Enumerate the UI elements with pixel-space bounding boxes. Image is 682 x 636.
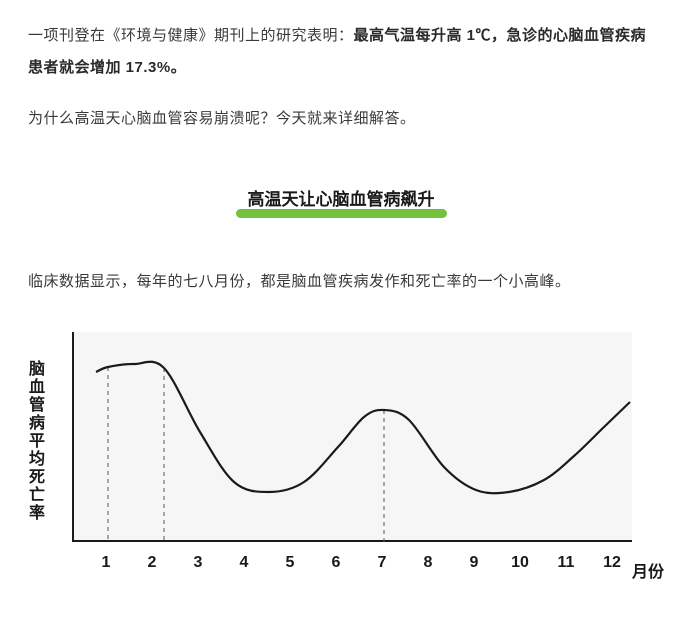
- section-heading-container: 高温天让心脑血管病飙升: [28, 185, 654, 212]
- mortality-chart: 脑血管病平均死亡率 123456789101112 月份: [28, 332, 658, 602]
- x-tick: 6: [332, 554, 341, 572]
- plot-area: [72, 332, 632, 542]
- section-heading: 高温天让心脑血管病飙升: [240, 185, 443, 212]
- x-axis-labels: 123456789101112: [72, 554, 652, 584]
- x-tick: 3: [194, 554, 203, 572]
- x-tick: 12: [603, 554, 621, 572]
- x-tick: 8: [424, 554, 433, 572]
- x-tick: 1: [102, 554, 111, 572]
- x-axis-title: 月份: [632, 558, 664, 582]
- question-paragraph: 为什么高温天心脑血管容易崩溃呢？今天就来详细解答。: [28, 103, 654, 135]
- x-tick: 11: [558, 554, 575, 572]
- x-tick: 4: [240, 554, 249, 572]
- intro-prefix: 一项刊登在《环境与健康》期刊上的研究表明：: [28, 27, 354, 44]
- intro-paragraph: 一项刊登在《环境与健康》期刊上的研究表明：最高气温每升高 1℃，急诊的心脑血管疾…: [28, 20, 654, 83]
- x-tick: 5: [286, 554, 295, 572]
- chart-svg: [74, 332, 634, 542]
- y-axis-label: 脑血管病平均死亡率: [22, 360, 46, 522]
- x-tick: 2: [148, 554, 157, 572]
- x-tick: 10: [511, 554, 529, 572]
- x-tick: 7: [378, 554, 387, 572]
- x-tick: 9: [470, 554, 479, 572]
- clinical-paragraph: 临床数据显示，每年的七八月份，都是脑血管疾病发作和死亡率的一个小高峰。: [28, 267, 654, 297]
